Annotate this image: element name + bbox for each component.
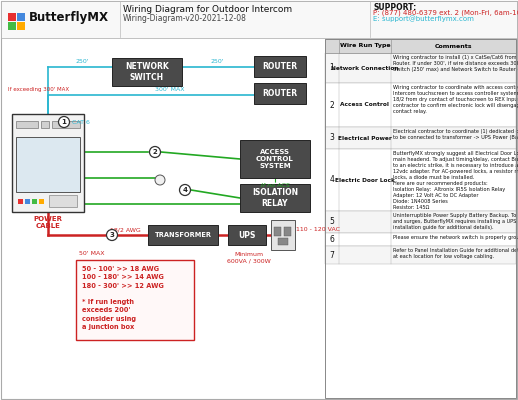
Text: Electrical Power: Electrical Power — [338, 136, 392, 140]
Bar — [148, 225, 218, 245]
Text: ROUTER: ROUTER — [263, 62, 297, 71]
Bar — [17, 13, 25, 21]
Text: Electrical contractor to coordinate (1) dedicated circuit (with 5-20 receptacle): Electrical contractor to coordinate (1) … — [393, 129, 518, 140]
Circle shape — [180, 184, 191, 196]
Text: Comments: Comments — [435, 44, 472, 48]
Text: 3: 3 — [329, 134, 335, 142]
Text: NETWORK
SWITCH: NETWORK SWITCH — [125, 62, 169, 82]
Bar — [39, 199, 44, 204]
Text: 6: 6 — [329, 235, 335, 244]
Text: ROUTER: ROUTER — [263, 89, 297, 98]
Text: E: support@butterflymx.com: E: support@butterflymx.com — [373, 15, 474, 22]
Text: ACCESS
CONTROL
SYSTEM: ACCESS CONTROL SYSTEM — [256, 149, 294, 169]
Bar — [325, 39, 516, 53]
Text: Wire Run Type: Wire Run Type — [340, 44, 390, 48]
Text: 2: 2 — [329, 100, 335, 110]
Bar — [8, 13, 16, 21]
Text: 2: 2 — [153, 149, 157, 155]
Text: Network Connection: Network Connection — [331, 66, 399, 70]
Text: 1: 1 — [329, 64, 335, 72]
Text: Wiring-Diagram-v20-2021-12-08: Wiring-Diagram-v20-2021-12-08 — [123, 14, 247, 23]
Text: Wiring contractor to install (1) x CatSe/Cat6 from each Intercom panel location : Wiring contractor to install (1) x CatSe… — [393, 55, 518, 72]
Text: 4: 4 — [182, 187, 188, 193]
Bar — [25, 199, 30, 204]
Bar — [325, 233, 516, 246]
Bar — [278, 238, 288, 245]
Bar — [240, 184, 310, 212]
Text: 18/2 AWG: 18/2 AWG — [110, 227, 141, 232]
Text: If no ACS: If no ACS — [261, 183, 290, 188]
Text: ISOLATION
RELAY: ISOLATION RELAY — [252, 188, 298, 208]
Text: 3: 3 — [110, 232, 114, 238]
Text: Wiring contractor to coordinate with access control provider, install (1) x 18/2: Wiring contractor to coordinate with acc… — [393, 85, 518, 114]
Text: CABLE: CABLE — [36, 223, 61, 229]
Text: Access Control: Access Control — [340, 102, 390, 108]
Bar — [1, 1, 517, 38]
Text: POWER: POWER — [34, 216, 63, 222]
Bar — [254, 56, 306, 77]
Text: SUPPORT:: SUPPORT: — [373, 3, 416, 12]
Bar — [284, 227, 291, 236]
Text: Refer to Panel Installation Guide for additional details. Leave 6' service loop
: Refer to Panel Installation Guide for ad… — [393, 248, 518, 259]
Bar — [12, 114, 84, 212]
Bar — [325, 39, 516, 398]
Text: 250': 250' — [75, 59, 89, 64]
Text: UPS: UPS — [238, 230, 256, 240]
Text: TRANSFORMER: TRANSFORMER — [154, 232, 211, 238]
Text: 4: 4 — [329, 176, 335, 184]
Bar — [274, 227, 281, 236]
Text: 7: 7 — [329, 250, 335, 260]
Bar — [325, 246, 516, 264]
Bar — [228, 225, 266, 245]
Bar — [325, 127, 516, 149]
Text: 1: 1 — [62, 119, 66, 125]
Bar — [325, 211, 516, 233]
Bar — [18, 199, 23, 204]
Circle shape — [155, 175, 165, 185]
Circle shape — [150, 146, 161, 158]
Text: 250': 250' — [210, 59, 224, 64]
Circle shape — [107, 230, 118, 240]
Bar — [325, 53, 516, 83]
Bar — [254, 83, 306, 104]
Text: Wiring Diagram for Outdoor Intercom: Wiring Diagram for Outdoor Intercom — [123, 5, 292, 14]
Text: Please ensure the network switch is properly grounded.: Please ensure the network switch is prop… — [393, 235, 518, 240]
Bar — [16, 121, 38, 128]
Text: Minimum
600VA / 300W: Minimum 600VA / 300W — [227, 252, 271, 263]
Text: 5: 5 — [329, 218, 335, 226]
Bar — [8, 22, 16, 30]
Bar — [112, 58, 182, 86]
Text: Electric Door Lock: Electric Door Lock — [335, 178, 395, 182]
Text: If exceeding 300' MAX: If exceeding 300' MAX — [8, 86, 69, 92]
Text: ButterflyMX strongly suggest all Electrical Door Lock wiring to be home-run dire: ButterflyMX strongly suggest all Electri… — [393, 151, 518, 210]
Bar — [32, 199, 37, 204]
Text: Uninterruptible Power Supply Battery Backup. To prevent voltage drops
and surges: Uninterruptible Power Supply Battery Bac… — [393, 213, 518, 230]
Bar — [52, 121, 80, 128]
Text: ButterflyMX: ButterflyMX — [29, 10, 109, 24]
Text: CAT 6: CAT 6 — [72, 120, 90, 124]
Bar — [240, 140, 310, 178]
Bar — [325, 149, 516, 211]
Bar — [271, 220, 295, 250]
Text: P: (877) 480-6379 ext. 2 (Mon-Fri, 6am-10pm EST): P: (877) 480-6379 ext. 2 (Mon-Fri, 6am-1… — [373, 9, 518, 16]
Bar — [325, 83, 516, 127]
Bar — [16, 137, 80, 192]
Bar — [49, 195, 77, 207]
Text: 300' MAX: 300' MAX — [155, 87, 185, 92]
Bar — [76, 260, 194, 340]
Circle shape — [59, 116, 69, 128]
Text: 50' MAX: 50' MAX — [79, 251, 105, 256]
Bar — [41, 121, 49, 128]
Bar — [17, 22, 25, 30]
Text: 50 - 100' >> 18 AWG
100 - 180' >> 14 AWG
180 - 300' >> 12 AWG

* If run length
e: 50 - 100' >> 18 AWG 100 - 180' >> 14 AWG… — [82, 266, 164, 330]
Text: 110 - 120 VAC: 110 - 120 VAC — [296, 227, 340, 232]
